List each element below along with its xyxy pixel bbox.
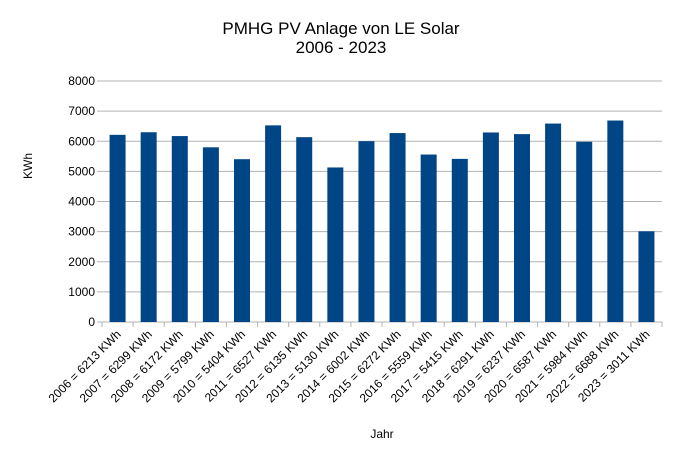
bar bbox=[327, 167, 344, 322]
bar bbox=[109, 134, 126, 322]
bar bbox=[576, 141, 593, 322]
y-tick-label: 5000 bbox=[68, 164, 95, 178]
bar bbox=[420, 154, 437, 322]
bars bbox=[109, 120, 655, 323]
y-tick-label: 0 bbox=[88, 315, 95, 329]
y-tick-label: 3000 bbox=[68, 225, 95, 239]
chart-title: PMHG PV Anlage von LE Solar bbox=[222, 19, 460, 38]
y-tick-label: 7000 bbox=[68, 104, 95, 118]
bar bbox=[389, 133, 406, 322]
y-tick-label: 1000 bbox=[68, 285, 95, 299]
bar bbox=[451, 158, 468, 322]
bar bbox=[171, 136, 188, 322]
bar bbox=[638, 231, 655, 322]
bar bbox=[607, 120, 624, 322]
bar bbox=[140, 132, 157, 322]
y-tick-label: 8000 bbox=[68, 74, 95, 88]
y-axis-ticks: 0 1000 2000 3000 4000 5000 6000 7000 8000 bbox=[68, 74, 95, 329]
y-axis-label: KWh bbox=[21, 153, 35, 179]
bar bbox=[545, 123, 562, 323]
chart-subtitle: 2006 - 2023 bbox=[296, 38, 387, 57]
x-axis-label: Jahr bbox=[370, 427, 393, 441]
y-tick-label: 4000 bbox=[68, 195, 95, 209]
bar bbox=[234, 159, 250, 322]
bar bbox=[296, 137, 313, 322]
bar bbox=[482, 132, 499, 322]
bar bbox=[202, 147, 219, 322]
y-tick-label: 6000 bbox=[68, 134, 95, 148]
y-tick-label: 2000 bbox=[68, 255, 95, 269]
bar bbox=[265, 125, 282, 323]
bar bbox=[358, 141, 375, 322]
bar bbox=[514, 134, 530, 322]
